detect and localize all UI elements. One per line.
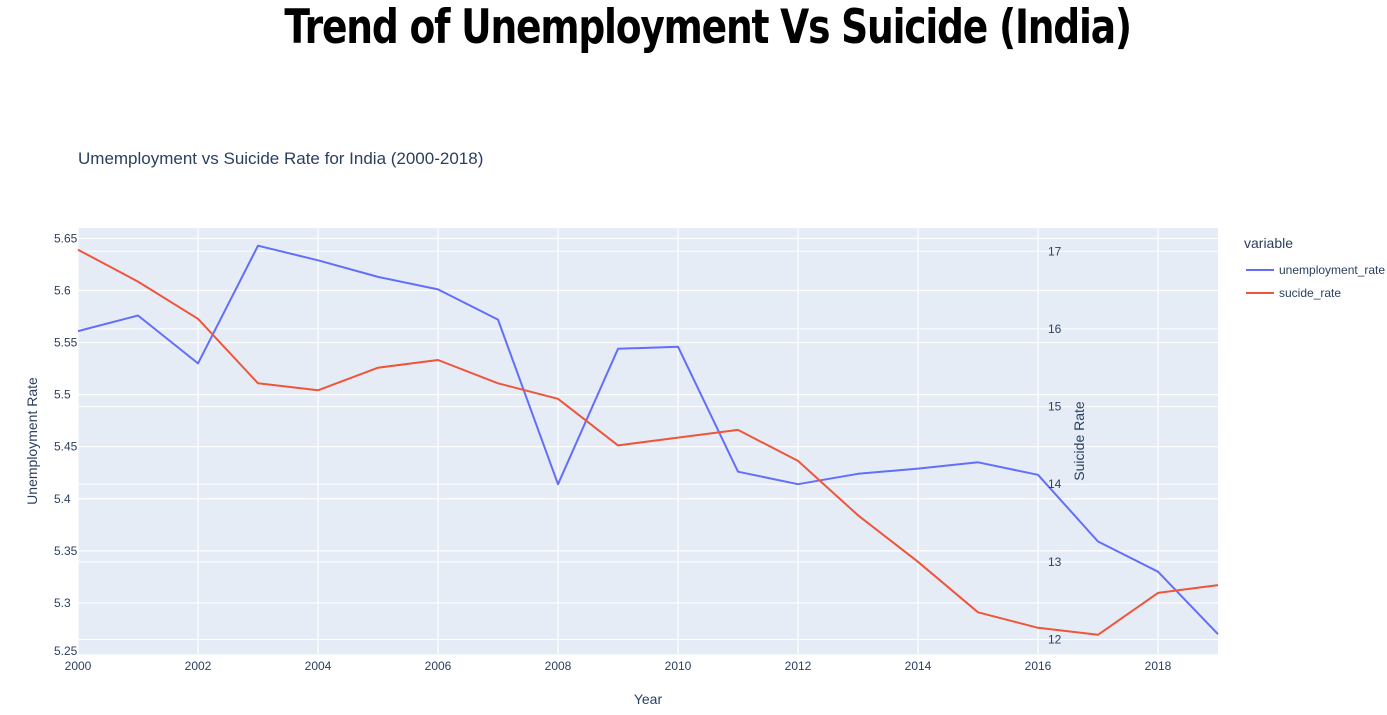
y-tick-label: 5.6 — [54, 283, 71, 297]
series-layer — [77, 244, 1219, 636]
y-tick-label: 5.3 — [54, 596, 71, 610]
y-tick-label: 5.25 — [54, 644, 78, 658]
y-axis-title: Unemployment Rate — [24, 377, 40, 505]
legend-label: sucide_rate — [1279, 286, 1341, 300]
x-tick-label: 2018 — [1145, 659, 1172, 673]
y2-tick-label: 15 — [1048, 400, 1062, 414]
y-tick-label: 5.5 — [54, 388, 71, 402]
x-tick-label: 2010 — [665, 659, 692, 673]
x-tick-label: 2002 — [185, 659, 212, 673]
legend: variable unemployment_rate sucide_rate — [1244, 235, 1385, 300]
x-tick-label: 2008 — [545, 659, 572, 673]
legend-items: unemployment_rate sucide_rate — [1246, 263, 1385, 300]
y-tick-label: 5.65 — [54, 231, 78, 245]
y-tick-label: 5.55 — [54, 336, 78, 350]
legend-label: unemployment_rate — [1279, 263, 1385, 277]
x-tick-label: 2012 — [785, 659, 812, 673]
legend-title: variable — [1244, 235, 1293, 251]
x-tick-label: 2014 — [905, 659, 932, 673]
x-tick-label: 2006 — [425, 659, 452, 673]
y-tick-label: 5.35 — [54, 544, 78, 558]
main-heading: Trend of Unemployment Vs Suicide (India) — [284, 0, 1132, 55]
x-tick-label: 2004 — [305, 659, 332, 673]
series-line-sucide-rate — [77, 248, 1219, 636]
y-tick-label: 5.4 — [54, 492, 71, 506]
x-axis-title: Year — [634, 691, 663, 707]
y2-tick-label: 17 — [1048, 244, 1062, 258]
y-tick-label: 5.45 — [54, 440, 78, 454]
grid-layer — [77, 228, 1218, 656]
chart-title: Umemployment vs Suicide Rate for India (… — [78, 149, 483, 168]
x-tick-label: 2000 — [65, 659, 92, 673]
tick-layer: 2000 2002 2004 2006 2008 2010 2012 2014 2016 2018… — [54, 231, 1172, 673]
y2-tick-label: 14 — [1048, 477, 1062, 491]
series-line-unemployment-rate — [77, 244, 1219, 635]
y2-tick-label: 13 — [1048, 555, 1062, 569]
y2-tick-label: 16 — [1048, 322, 1062, 336]
x-tick-label: 2016 — [1025, 659, 1052, 673]
y2-tick-label: 12 — [1048, 632, 1062, 646]
y2-axis-title: Suicide Rate — [1071, 401, 1087, 481]
